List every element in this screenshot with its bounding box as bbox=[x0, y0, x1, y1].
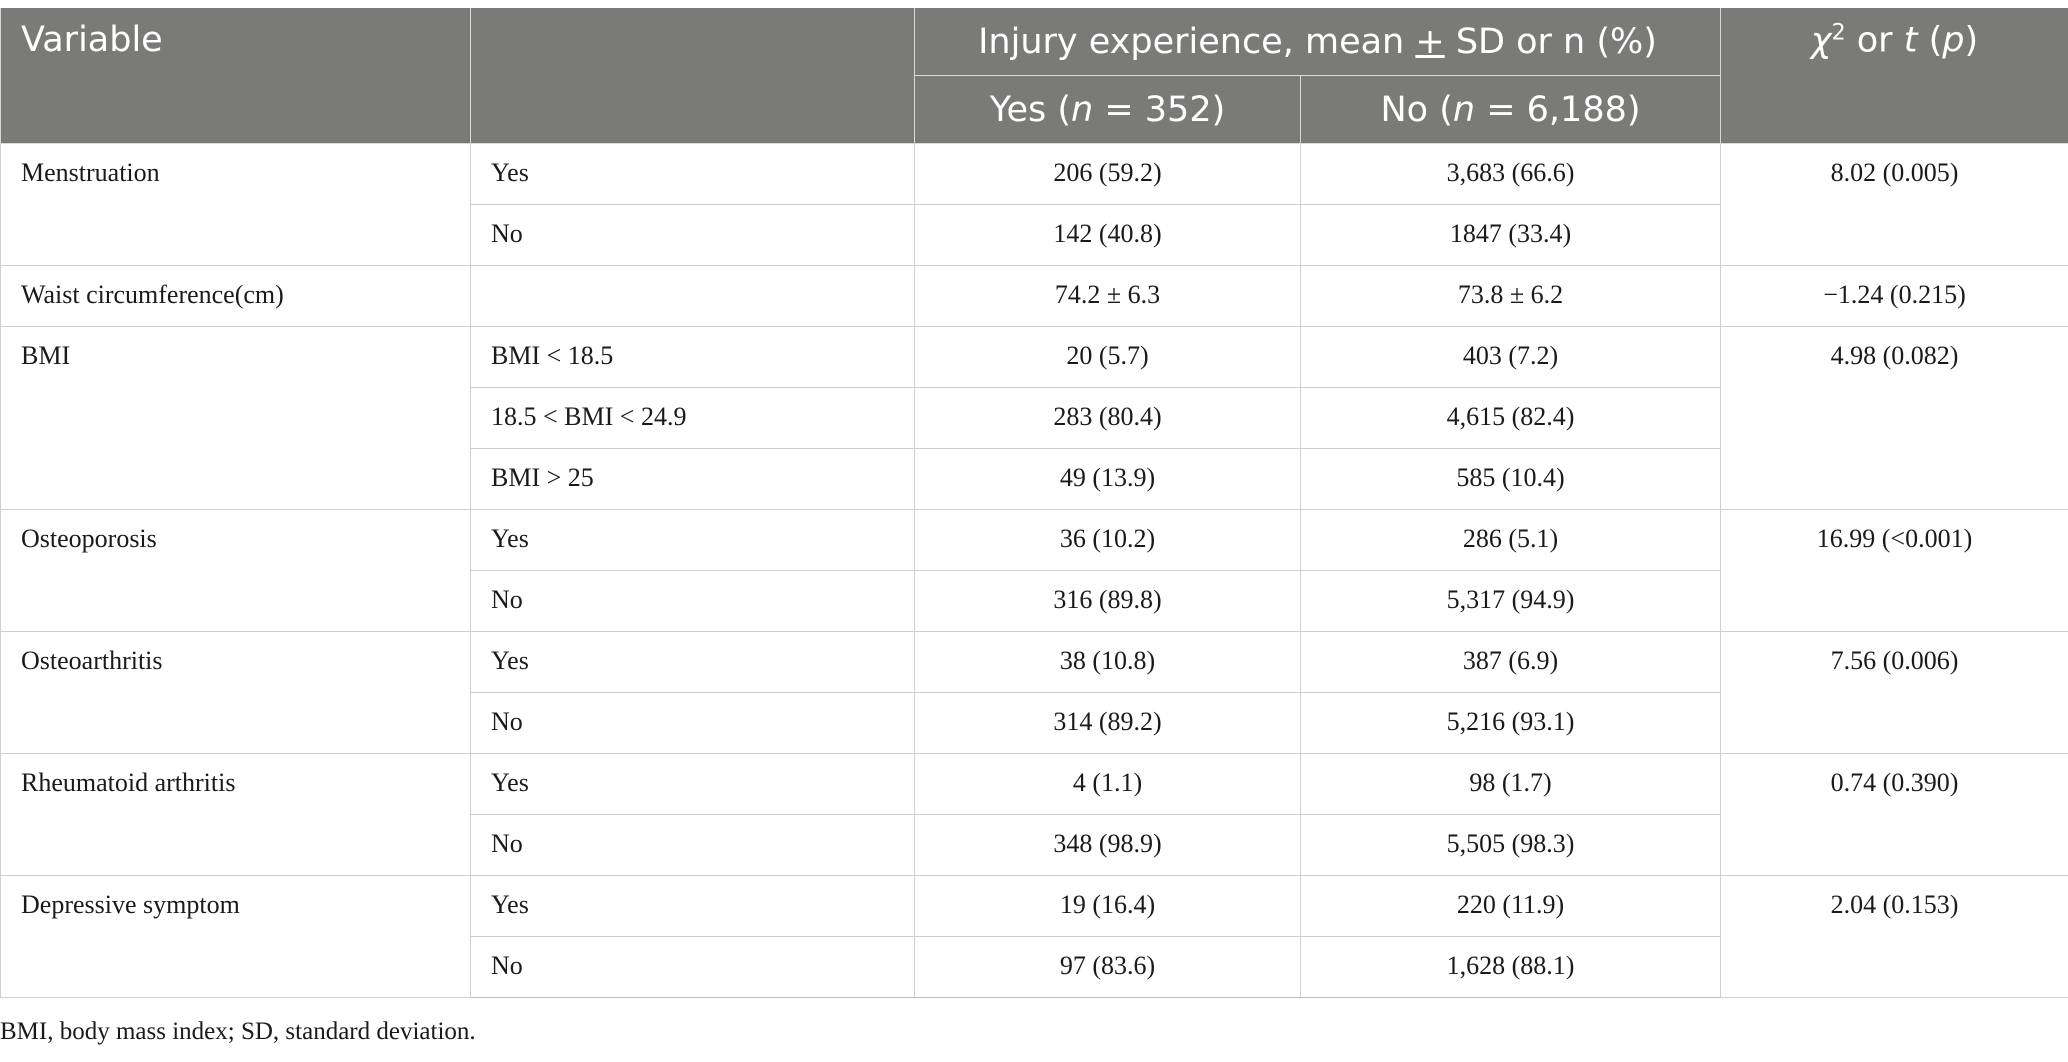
no-value-cell: 4,615 (82.4) bbox=[1299, 387, 1722, 449]
variable-cell: Osteoporosis bbox=[0, 509, 471, 632]
header-stat-t: t bbox=[1903, 20, 1918, 61]
subcategory-cell: BMI > 25 bbox=[470, 448, 915, 510]
subcategory-cell: No bbox=[470, 570, 915, 632]
subcategory-cell: Yes bbox=[470, 143, 915, 205]
yes-value-cell: 316 (89.8) bbox=[914, 570, 1301, 632]
yes-value-cell: 283 (80.4) bbox=[914, 387, 1301, 449]
table-row: No 314 (89.2) 5,216 (93.1) bbox=[1, 692, 2068, 754]
table-row: Osteoarthritis Yes 38 (10.8) 387 (6.9) 7… bbox=[0, 631, 2068, 754]
subcategory-cell: Yes bbox=[470, 875, 915, 937]
statistic-cell: 0.74 (0.390) bbox=[1720, 753, 2068, 876]
subcategory-cell: 18.5 < BMI < 24.9 bbox=[470, 387, 915, 449]
variable-cell: Waist circumference(cm) bbox=[0, 265, 471, 327]
yes-value-cell: 314 (89.2) bbox=[914, 692, 1301, 754]
table-row: Osteoporosis Yes 36 (10.2) 286 (5.1) 16.… bbox=[0, 509, 2068, 632]
statistic-cell: 2.04 (0.153) bbox=[1720, 875, 2068, 998]
yes-value-cell: 97 (83.6) bbox=[914, 936, 1301, 998]
header-stat-close: ) bbox=[1964, 20, 1979, 61]
header-stat-open: ( bbox=[1917, 20, 1943, 61]
table-body: Menstruation Yes 206 (59.2) 3,683 (66.6)… bbox=[0, 143, 2068, 998]
subcategory-cell bbox=[470, 265, 915, 327]
yes-value-cell: 74.2 ± 6.3 bbox=[914, 265, 1301, 327]
header-statistic: χ2 or t (p) bbox=[1720, 8, 2068, 144]
yes-value-cell: 49 (13.9) bbox=[914, 448, 1301, 510]
statistic-cell: 4.98 (0.082) bbox=[1720, 326, 2068, 510]
subcategory-cell: Yes bbox=[470, 753, 915, 815]
table-row: Menstruation Yes 206 (59.2) 3,683 (66.6)… bbox=[0, 143, 2068, 266]
no-value-cell: 3,683 (66.6) bbox=[1299, 143, 1722, 205]
subcategory-cell: No bbox=[470, 936, 915, 998]
statistic-cell: 8.02 (0.005) bbox=[1720, 143, 2068, 266]
variable-cell: Rheumatoid arthritis bbox=[0, 753, 471, 876]
variable-cell: Menstruation bbox=[0, 143, 471, 266]
header-stat-or: or bbox=[1845, 20, 1904, 61]
yes-value-cell: 38 (10.8) bbox=[914, 631, 1301, 693]
table-footnote: BMI, body mass index; SD, standard devia… bbox=[0, 1018, 476, 1045]
no-value-cell: 1847 (33.4) bbox=[1299, 204, 1722, 266]
header-group-title-pre: Injury experience, mean bbox=[978, 21, 1416, 62]
yes-value-cell: 142 (40.8) bbox=[914, 204, 1301, 266]
table-row: No 97 (83.6) 1,628 (88.1) bbox=[1, 936, 2068, 998]
statistic-cell: −1.24 (0.215) bbox=[1720, 265, 2068, 327]
yes-value-cell: 206 (59.2) bbox=[914, 143, 1301, 205]
no-value-cell: 73.8 ± 6.2 bbox=[1299, 265, 1722, 327]
variable-cell: BMI bbox=[0, 326, 471, 510]
table-row: Depressive symptom Yes 19 (16.4) 220 (11… bbox=[0, 875, 2068, 998]
statistic-cell: 7.56 (0.006) bbox=[1720, 631, 2068, 754]
header-no: No (n = 6,188) bbox=[1299, 75, 1722, 144]
header-group-title-post: SD or n (%) bbox=[1444, 21, 1657, 62]
data-table: Variable Injury experience, mean + SD or… bbox=[0, 8, 2068, 998]
no-value-cell: 5,505 (98.3) bbox=[1299, 814, 1722, 876]
yes-value-cell: 36 (10.2) bbox=[914, 509, 1301, 571]
no-value-cell: 98 (1.7) bbox=[1299, 753, 1722, 815]
table-row: Rheumatoid arthritis Yes 4 (1.1) 98 (1.7… bbox=[0, 753, 2068, 876]
no-value-cell: 387 (6.9) bbox=[1299, 631, 1722, 693]
subcategory-cell: No bbox=[470, 692, 915, 754]
header-injury-experience: Injury experience, mean + SD or n (%) bbox=[913, 8, 1722, 76]
yes-value-cell: 4 (1.1) bbox=[914, 753, 1301, 815]
variable-cell: Osteoarthritis bbox=[0, 631, 471, 754]
table-row: No 142 (40.8) 1847 (33.4) bbox=[1, 204, 2068, 266]
header-chi: χ2 bbox=[1810, 20, 1846, 61]
header-yes: Yes (n = 352) bbox=[914, 75, 1301, 144]
header-variable: Variable bbox=[0, 8, 471, 144]
table-row: BMI BMI < 18.5 20 (5.7) 403 (7.2) 4.98 (… bbox=[0, 326, 2068, 510]
no-value-cell: 5,317 (94.9) bbox=[1299, 570, 1722, 632]
yes-value-cell: 20 (5.7) bbox=[914, 326, 1301, 388]
no-value-cell: 403 (7.2) bbox=[1299, 326, 1722, 388]
no-value-cell: 286 (5.1) bbox=[1299, 509, 1722, 571]
header-subcategory bbox=[470, 8, 915, 144]
subcategory-cell: Yes bbox=[470, 631, 915, 693]
yes-value-cell: 348 (98.9) bbox=[914, 814, 1301, 876]
subcategory-cell: No bbox=[470, 814, 915, 876]
no-value-cell: 1,628 (88.1) bbox=[1299, 936, 1722, 998]
header-stat-p: p bbox=[1942, 20, 1965, 61]
subcategory-cell: No bbox=[470, 204, 915, 266]
statistic-cell: 16.99 (<0.001) bbox=[1720, 509, 2068, 632]
subcategory-cell: BMI < 18.5 bbox=[470, 326, 915, 388]
yes-value-cell: 19 (16.4) bbox=[914, 875, 1301, 937]
variable-cell: Depressive symptom bbox=[0, 875, 471, 998]
no-value-cell: 585 (10.4) bbox=[1299, 448, 1722, 510]
table-row: No 316 (89.8) 5,317 (94.9) bbox=[1, 570, 2068, 632]
table-row: Waist circumference(cm) 74.2 ± 6.3 73.8 … bbox=[0, 265, 2068, 327]
no-value-cell: 220 (11.9) bbox=[1299, 875, 1722, 937]
table-header: Variable Injury experience, mean + SD or… bbox=[0, 8, 2068, 144]
subcategory-cell: Yes bbox=[470, 509, 915, 571]
table-row: No 348 (98.9) 5,505 (98.3) bbox=[1, 814, 2068, 876]
no-value-cell: 5,216 (93.1) bbox=[1299, 692, 1722, 754]
header-plus-minus: + bbox=[1415, 21, 1445, 62]
table-container: Variable Injury experience, mean + SD or… bbox=[0, 8, 2068, 998]
